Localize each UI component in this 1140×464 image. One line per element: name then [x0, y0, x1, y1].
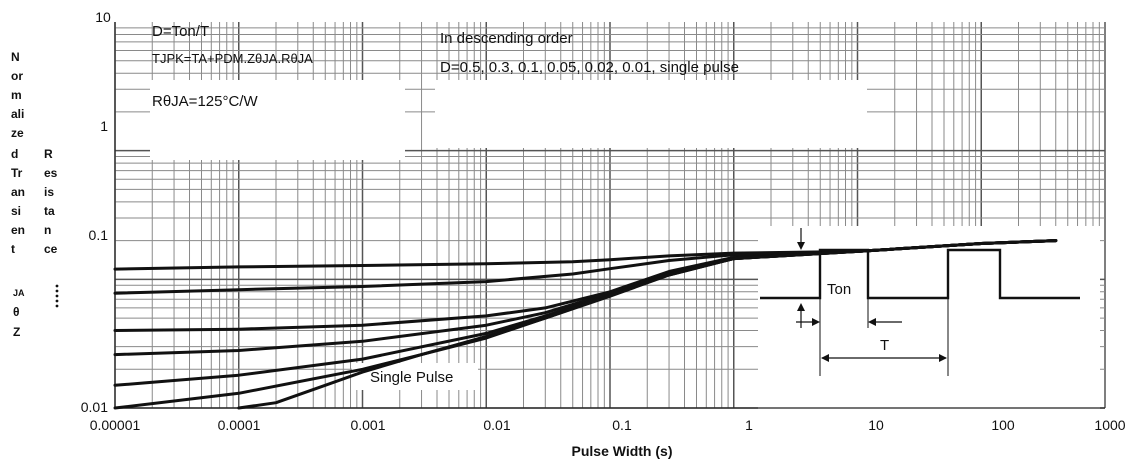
- thermal-resistance-label: RθJA=125°C/W: [152, 93, 258, 110]
- x-axis-label: Pulse Width (s): [572, 443, 673, 459]
- period-label: T: [880, 337, 889, 354]
- y-label-part: N: [11, 50, 20, 64]
- y-label-part: en: [11, 223, 25, 237]
- y-label-part: is: [44, 185, 54, 199]
- y-label-part: ze: [11, 126, 24, 140]
- single-pulse-label: Single Pulse: [370, 369, 453, 386]
- data-series: [113, 239, 1058, 410]
- x-tick-label: 0.0001: [218, 417, 261, 433]
- y-label-part: n: [44, 223, 51, 237]
- x-tick-label: 0.01: [483, 417, 510, 433]
- x-tick-labels: 0.00001 0.0001 0.001 0.01 0.1 1 10 100 1…: [90, 417, 1126, 433]
- y-label-part: ce: [44, 242, 58, 256]
- pulse-waveform: [760, 248, 1080, 300]
- y-label-part: R: [44, 147, 53, 161]
- y-tick-labels: 0.01 0.1 1 10: [81, 9, 111, 415]
- pulse-diagram: [760, 228, 1080, 376]
- y-tick-label: 1: [100, 118, 108, 134]
- y-label-part: ta: [44, 204, 55, 218]
- y-label-part: es: [44, 166, 58, 180]
- y-tick-label: 0.01: [81, 399, 108, 415]
- y-tick-label: 0.1: [89, 227, 109, 243]
- x-tick-label: 0.1: [612, 417, 632, 433]
- duty-cycle-list: D=0.5, 0.3, 0.1, 0.05, 0.02, 0.01, singl…: [440, 59, 739, 76]
- y-tick-label: 10: [95, 9, 111, 25]
- junction-temp-formula: TJPK=TA+PDM.ZθJA.RθJA: [152, 51, 313, 66]
- x-tick-label: 0.00001: [90, 417, 141, 433]
- y-label-dots: [55, 284, 59, 308]
- x-tick-label: 0.001: [350, 417, 385, 433]
- x-tick-label: 100: [991, 417, 1015, 433]
- order-note: In descending order: [440, 30, 573, 47]
- y-label-part: JA: [13, 288, 25, 298]
- y-label-part: Z: [13, 325, 20, 339]
- y-axis-label: N or m ali ze d Tr an si en t JA θ Z R e…: [11, 50, 59, 339]
- series-line-7: [237, 239, 1058, 410]
- y-label-part: θ: [13, 305, 20, 319]
- x-tick-label: 1000: [1094, 417, 1125, 433]
- x-tick-label: 1: [745, 417, 753, 433]
- y-label-part: si: [11, 204, 21, 218]
- y-label-part: or: [11, 69, 23, 83]
- y-label-part: an: [11, 185, 25, 199]
- annotation-backgrounds: [150, 80, 1100, 412]
- y-label-part: Tr: [11, 166, 23, 180]
- y-label-part: ali: [11, 107, 24, 121]
- axes: [114, 22, 1105, 409]
- y-label-part: d: [11, 147, 18, 161]
- y-label-part: m: [11, 88, 22, 102]
- duty-formula: D=Ton/T: [152, 23, 209, 40]
- x-tick-label: 10: [868, 417, 884, 433]
- ton-label: Ton: [827, 281, 851, 298]
- y-label-part: t: [11, 242, 15, 256]
